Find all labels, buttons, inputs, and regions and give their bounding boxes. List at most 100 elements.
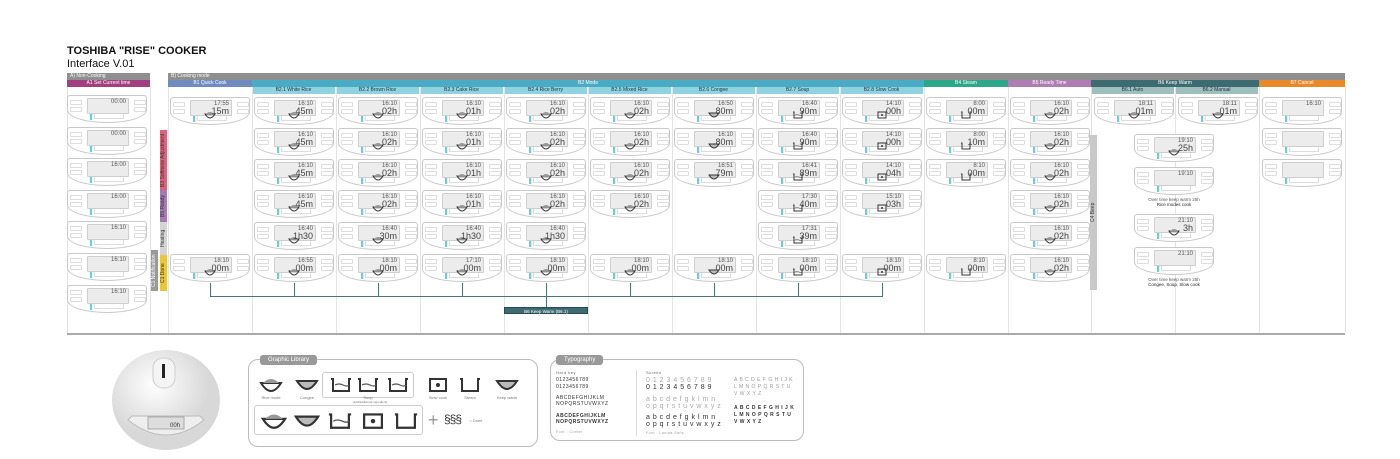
panel-button[interactable] bbox=[173, 259, 185, 264]
display-panel-quick[interactable]: 17:55 15m bbox=[170, 97, 250, 125]
panel-button[interactable] bbox=[489, 266, 501, 271]
display-panel-cancel[interactable]: 16:10 bbox=[1262, 97, 1342, 125]
panel-button[interactable] bbox=[489, 109, 501, 114]
panel-button[interactable] bbox=[134, 233, 146, 238]
panel-button[interactable] bbox=[593, 259, 605, 264]
panel-button[interactable] bbox=[509, 133, 521, 138]
panel-button[interactable] bbox=[405, 266, 417, 271]
panel-button[interactable] bbox=[237, 102, 249, 107]
panel-button[interactable] bbox=[909, 102, 921, 107]
panel-button[interactable] bbox=[1265, 140, 1277, 145]
display-panel-a1[interactable]: 16:10 bbox=[67, 285, 147, 313]
panel-button[interactable] bbox=[761, 259, 773, 264]
panel-button[interactable] bbox=[1181, 102, 1193, 107]
panel-button[interactable] bbox=[425, 195, 437, 200]
panel-button[interactable] bbox=[825, 140, 837, 145]
display-panel-cake[interactable]: 16:10 01h bbox=[422, 190, 502, 218]
panel-button[interactable] bbox=[825, 133, 837, 138]
display-panel-soup[interactable]: 18:10 00m bbox=[758, 254, 838, 282]
panel-button[interactable] bbox=[1201, 219, 1213, 224]
panel-button[interactable] bbox=[257, 109, 269, 114]
display-panel-white[interactable]: 16:10 45m bbox=[254, 159, 334, 187]
panel-button[interactable] bbox=[425, 234, 437, 239]
display-panel-cake[interactable]: 16:10 01h bbox=[422, 97, 502, 125]
panel-button[interactable] bbox=[1265, 109, 1277, 114]
panel-button[interactable] bbox=[1137, 259, 1149, 264]
panel-button[interactable] bbox=[909, 109, 921, 114]
display-panel-brown[interactable]: 16:10 02h bbox=[338, 190, 418, 218]
panel-button[interactable] bbox=[741, 140, 753, 145]
display-panel-readytime[interactable]: 16:10 02h bbox=[1010, 254, 1090, 282]
panel-button[interactable] bbox=[341, 164, 353, 169]
panel-button[interactable] bbox=[341, 195, 353, 200]
panel-button[interactable] bbox=[425, 164, 437, 169]
display-panel-slowcook[interactable]: 18:10 00m bbox=[842, 254, 922, 282]
panel-button[interactable] bbox=[341, 109, 353, 114]
panel-button[interactable] bbox=[929, 164, 941, 169]
panel-button[interactable] bbox=[1329, 109, 1341, 114]
panel-button[interactable] bbox=[489, 234, 501, 239]
panel-button[interactable] bbox=[761, 171, 773, 176]
panel-button[interactable] bbox=[1329, 171, 1341, 176]
keep-warm-detail-panel[interactable]: 19:10 25h bbox=[1134, 134, 1214, 162]
display-panel-readytime[interactable]: 16:10 02h bbox=[1010, 190, 1090, 218]
panel-button[interactable] bbox=[1077, 171, 1089, 176]
display-panel-kw-auto[interactable]: 18:11 01m bbox=[1094, 97, 1174, 125]
panel-button[interactable] bbox=[909, 266, 921, 271]
panel-button[interactable] bbox=[845, 202, 857, 207]
panel-button[interactable] bbox=[677, 140, 689, 145]
panel-button[interactable] bbox=[993, 266, 1005, 271]
panel-button[interactable] bbox=[573, 140, 585, 145]
display-panel-readytime[interactable]: 16:10 02h bbox=[1010, 159, 1090, 187]
panel-button[interactable] bbox=[1265, 164, 1277, 169]
display-panel-a1[interactable]: 16:10 bbox=[67, 221, 147, 249]
panel-button[interactable] bbox=[761, 102, 773, 107]
panel-button[interactable] bbox=[657, 140, 669, 145]
panel-button[interactable] bbox=[741, 266, 753, 271]
panel-button[interactable] bbox=[321, 102, 333, 107]
display-panel-soup[interactable]: 17:31 39m bbox=[758, 222, 838, 250]
panel-button[interactable] bbox=[509, 259, 521, 264]
display-panel-steam[interactable]: 8:10 00m bbox=[926, 159, 1006, 187]
panel-button[interactable] bbox=[70, 226, 82, 231]
panel-button[interactable] bbox=[405, 102, 417, 107]
panel-button[interactable] bbox=[134, 195, 146, 200]
panel-button[interactable] bbox=[1265, 171, 1277, 176]
display-panel-brown[interactable]: 16:10 02h bbox=[338, 97, 418, 125]
panel-button[interactable] bbox=[425, 109, 437, 114]
panel-button[interactable] bbox=[657, 164, 669, 169]
panel-button[interactable] bbox=[173, 102, 185, 107]
panel-button[interactable] bbox=[909, 259, 921, 264]
panel-button[interactable] bbox=[70, 107, 82, 112]
panel-button[interactable] bbox=[909, 164, 921, 169]
panel-button[interactable] bbox=[1201, 179, 1213, 184]
panel-button[interactable] bbox=[257, 140, 269, 145]
panel-button[interactable] bbox=[573, 266, 585, 271]
panel-button[interactable] bbox=[1265, 102, 1277, 107]
panel-button[interactable] bbox=[70, 297, 82, 302]
panel-button[interactable] bbox=[341, 140, 353, 145]
keep-warm-detail-panel[interactable]: 19:10 bbox=[1134, 167, 1214, 195]
panel-button[interactable] bbox=[1097, 109, 1109, 114]
panel-button[interactable] bbox=[677, 171, 689, 176]
panel-button[interactable] bbox=[1077, 102, 1089, 107]
panel-button[interactable] bbox=[1013, 140, 1025, 145]
panel-button[interactable] bbox=[761, 195, 773, 200]
keep-warm-detail-panel[interactable]: 21:10 3h bbox=[1134, 214, 1214, 242]
display-panel-soup[interactable]: 16:40 90m bbox=[758, 97, 838, 125]
panel-button[interactable] bbox=[257, 202, 269, 207]
panel-button[interactable] bbox=[761, 234, 773, 239]
display-panel-white[interactable]: 16:10 45m bbox=[254, 97, 334, 125]
display-panel-mixed[interactable]: 18:10 00m bbox=[590, 254, 670, 282]
panel-button[interactable] bbox=[321, 164, 333, 169]
panel-button[interactable] bbox=[509, 227, 521, 232]
panel-button[interactable] bbox=[1329, 140, 1341, 145]
panel-button[interactable] bbox=[993, 140, 1005, 145]
panel-button[interactable] bbox=[509, 266, 521, 271]
display-panel-readytime[interactable]: 16:10 02h bbox=[1010, 97, 1090, 125]
panel-button[interactable] bbox=[134, 163, 146, 168]
display-panel-a1[interactable]: 16:00 bbox=[67, 158, 147, 186]
panel-button[interactable] bbox=[593, 109, 605, 114]
panel-button[interactable] bbox=[1013, 164, 1025, 169]
panel-button[interactable] bbox=[929, 109, 941, 114]
